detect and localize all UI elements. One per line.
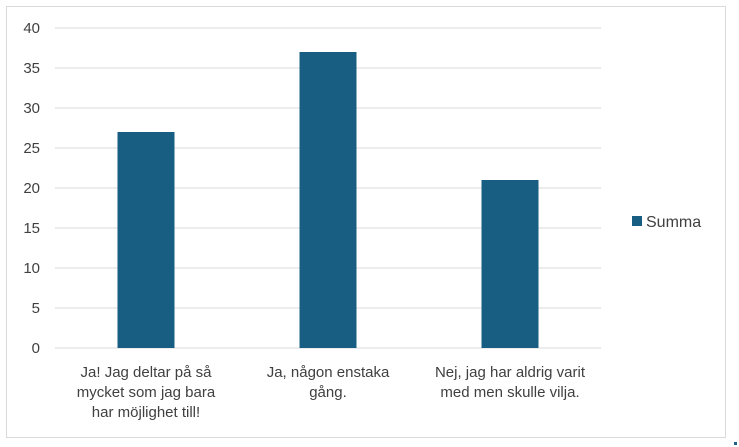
x-category-label: med men skulle vilja. — [440, 384, 579, 401]
y-tick-label: 40 — [23, 20, 40, 37]
bar — [117, 132, 175, 348]
x-category-label: mycket som jag bara — [77, 384, 216, 401]
legend-label: Summa — [646, 214, 701, 231]
y-tick-label: 5 — [32, 300, 40, 317]
y-tick-label: 30 — [23, 100, 40, 117]
y-tick-label: 35 — [23, 60, 40, 77]
x-category-label: Ja! Jag deltar på så — [81, 364, 213, 381]
x-category-label: gång. — [309, 384, 347, 401]
x-category-label: Nej, jag har aldrig varit — [435, 364, 586, 381]
bar — [481, 180, 539, 348]
y-tick-label: 25 — [23, 140, 40, 157]
y-tick-label: 20 — [23, 180, 40, 197]
y-tick-label: 15 — [23, 220, 40, 237]
y-tick-label: 10 — [23, 260, 40, 277]
bar — [299, 52, 357, 348]
legend-swatch — [632, 216, 642, 226]
resize-handle[interactable] — [734, 442, 737, 445]
x-category-label: Ja, någon enstaka — [267, 364, 390, 381]
y-tick-label: 0 — [32, 340, 40, 357]
x-category-label: har möjlighet till! — [92, 404, 200, 421]
